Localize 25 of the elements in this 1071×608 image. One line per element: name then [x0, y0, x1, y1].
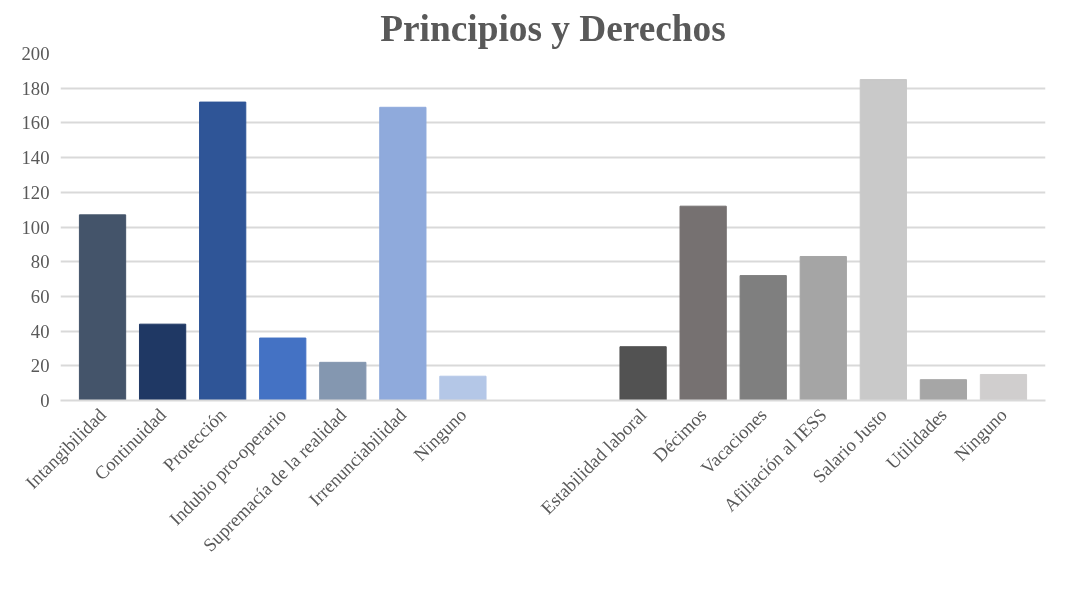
y-tick-label: 200 [21, 43, 50, 64]
y-tick-label: 140 [21, 147, 50, 169]
bar [619, 346, 667, 401]
y-tick-label: 100 [21, 216, 50, 238]
y-tick-label: 60 [30, 285, 50, 307]
bar [679, 205, 727, 401]
y-tick-label: 120 [21, 181, 50, 203]
bar [199, 101, 247, 401]
bar [859, 79, 907, 401]
bar [259, 337, 307, 401]
bar [379, 106, 427, 401]
bar [739, 275, 787, 401]
chart-title: Principios y Derechos [380, 7, 726, 49]
bar [319, 361, 367, 401]
y-tick-label: 40 [30, 320, 50, 342]
bar [78, 214, 127, 401]
bar [799, 255, 847, 401]
bar [919, 379, 968, 401]
y-tick-label: 0 [40, 390, 50, 411]
y-tick-label: 180 [21, 77, 50, 99]
y-tick-label: 20 [30, 355, 50, 377]
y-tick-label: 80 [30, 251, 50, 273]
y-tick-label: 160 [21, 112, 50, 134]
bar [439, 375, 487, 401]
bar [138, 323, 187, 401]
